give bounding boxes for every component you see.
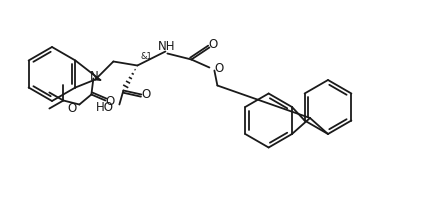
Text: O: O xyxy=(215,62,223,75)
Text: O: O xyxy=(209,38,218,51)
Text: N: N xyxy=(90,70,99,83)
Text: &1: &1 xyxy=(140,52,152,61)
Text: O: O xyxy=(142,88,151,101)
Text: O: O xyxy=(106,95,115,108)
Text: O: O xyxy=(67,102,76,115)
Text: NH: NH xyxy=(158,40,175,53)
Text: HO: HO xyxy=(95,101,113,114)
